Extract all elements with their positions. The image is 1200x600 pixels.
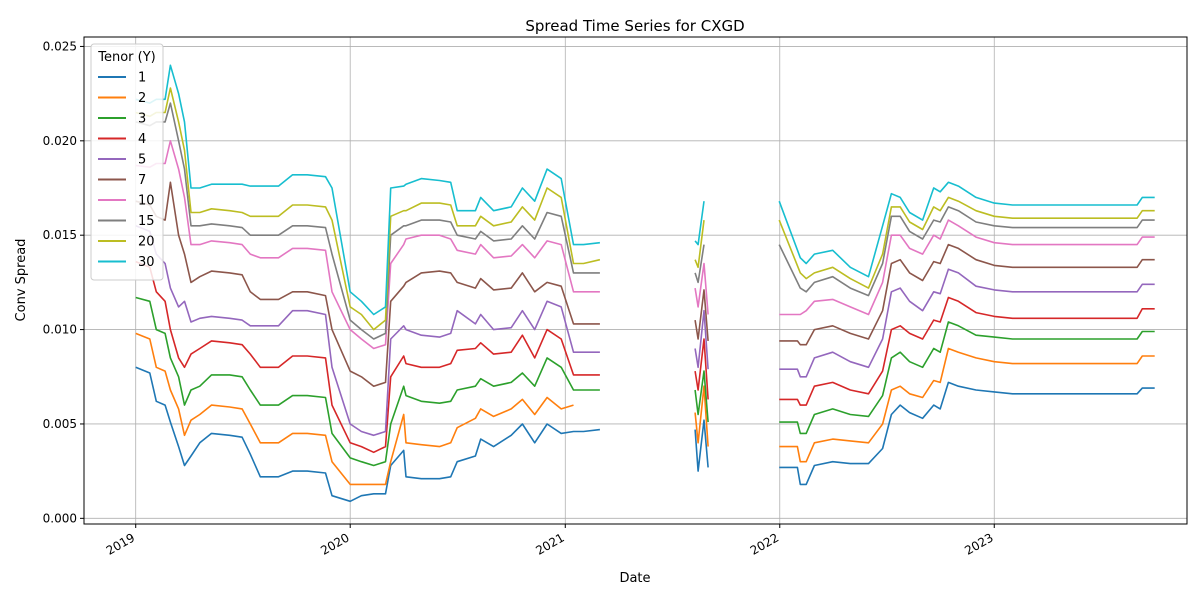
plot-frame [83,36,1188,525]
legend-title: Tenor (Y) [97,50,155,65]
legend-label-1: 1 [138,71,146,86]
series-line-10 [135,140,1155,350]
legend-label-3: 3 [138,112,146,127]
series-line-1 [135,366,1155,503]
y-tick-label: 0.020 [43,134,77,148]
legend: Tenor (Y) 1 2 3 4 5 7 10 15 20 30 [90,43,164,281]
y-tick-label: 0.000 [43,511,77,525]
series-line-2 [135,332,1155,486]
chart-title: Spread Time Series for CXGD [525,17,744,35]
y-tick-label: 0.010 [43,323,77,337]
legend-label-5: 5 [138,153,146,168]
legend-label-10: 10 [138,194,155,209]
legend-label-20: 20 [138,235,155,250]
series-line-5 [135,225,1155,437]
x-tick-label: 2020 [318,530,351,557]
legend-label-30: 30 [138,255,155,270]
series-layer [135,64,1155,503]
grid [84,37,1187,524]
x-axis: 2019 2020 2021 2022 2023 [104,524,996,558]
legend-label-4: 4 [138,132,146,147]
y-axis-label: Conv Spread [14,239,29,322]
legend-label-15: 15 [138,214,155,229]
y-tick-label: 0.005 [43,417,77,431]
x-axis-label: Date [619,571,650,586]
y-tick-label: 0.025 [43,39,77,53]
y-axis: 0.000 0.005 0.010 0.015 0.020 0.025 [43,39,84,525]
x-tick-label: 2023 [962,530,995,557]
x-tick-label: 2021 [533,530,566,557]
x-tick-label: 2022 [748,530,781,557]
legend-label-2: 2 [138,91,146,106]
series-line-4 [135,260,1155,454]
legend-label-7: 7 [138,173,146,188]
y-tick-label: 0.015 [43,228,77,242]
series-line-20 [135,87,1155,331]
series-line-30 [135,64,1155,316]
x-tick-label: 2019 [104,530,137,557]
series-line-7 [135,181,1155,387]
series-line-3 [135,296,1155,467]
series-line-15 [135,102,1155,340]
